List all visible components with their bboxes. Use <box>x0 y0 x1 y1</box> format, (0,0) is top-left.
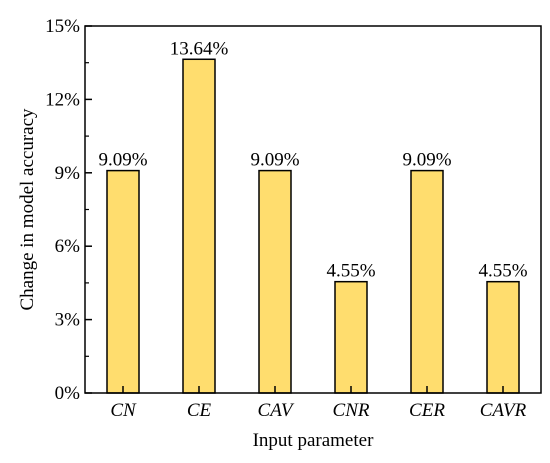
bar-cavr <box>486 280 520 394</box>
y-tick-label: 6% <box>55 236 81 257</box>
x-axis-title: Input parameter <box>253 430 374 451</box>
data-label-ce: 13.64% <box>170 38 229 59</box>
bar-cav <box>258 169 292 394</box>
y-tick-label: 9% <box>55 163 81 184</box>
x-tick-label: CN <box>110 400 137 421</box>
plot-frame <box>84 25 542 394</box>
x-tick-label: CE <box>187 400 212 421</box>
y-tick-label: 12% <box>45 89 80 110</box>
y-tick-label: 15% <box>45 16 80 37</box>
bar-cnr <box>334 280 368 394</box>
bar-ce <box>182 58 216 394</box>
data-label-cav: 9.09% <box>250 150 299 171</box>
bar-cn <box>106 169 140 394</box>
y-axis-title: Change in model accuracy <box>17 108 38 311</box>
data-label-cer: 9.09% <box>402 150 451 171</box>
x-axis: CN CE CAV CNR CER CAVR <box>110 386 527 421</box>
bar-cer <box>410 169 444 394</box>
x-tick-label: CNR <box>333 400 370 421</box>
data-label-cnr: 4.55% <box>326 261 375 282</box>
data-label-cavr: 4.55% <box>478 261 527 282</box>
y-axis: 0% 3% 6% 9% 12% 15% <box>45 16 92 404</box>
x-tick-label: CAV <box>258 400 295 421</box>
y-tick-label: 0% <box>55 383 81 404</box>
x-tick-label: CER <box>409 400 445 421</box>
data-labels-layer: 9.09% 13.64% 9.09% 4.55% 9.09% 4.55% <box>98 38 527 281</box>
y-tick-label: 3% <box>55 310 81 331</box>
x-tick-label: CAVR <box>480 400 527 421</box>
data-label-cn: 9.09% <box>98 150 147 171</box>
bars-layer <box>106 58 520 394</box>
